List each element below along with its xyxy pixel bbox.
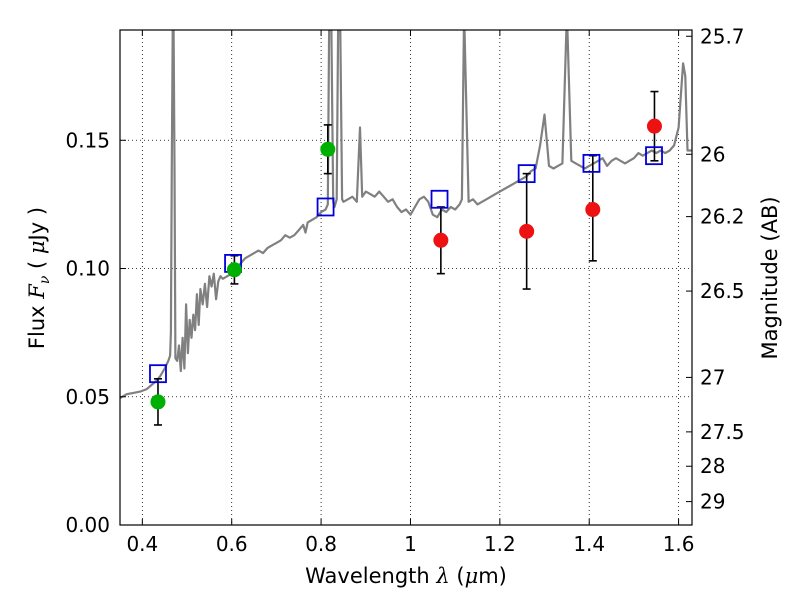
axis-ticks: 0.4 0.6 0.8 1 1.2 1.4 1.6 0.00 0.05 0.10 0.15 25.7 2… — [65, 24, 744, 556]
x-tick-label: 1.6 — [663, 532, 695, 556]
y-tick-label: 0.15 — [65, 128, 110, 152]
y-tick-label: 0.00 — [65, 513, 110, 537]
x-tick-label: 1 — [404, 532, 417, 556]
red-photometry-point — [519, 223, 535, 239]
y2-tick-label: 26 — [700, 142, 725, 166]
x-tick-label: 0.4 — [126, 532, 158, 556]
model-photometry-box — [149, 364, 167, 384]
red-photometry-point — [585, 202, 601, 218]
detection-point — [150, 394, 166, 410]
x-axis-label: Wavelength λ (μm) — [305, 564, 507, 588]
plot-background — [120, 30, 692, 525]
red-photometry-point — [646, 118, 662, 134]
y-tick-label: 0.10 — [65, 257, 110, 281]
detection-point — [320, 141, 336, 157]
y-tick-label: 0.05 — [65, 385, 110, 409]
model-photometry-box — [645, 146, 663, 166]
y2-tick-label: 28 — [700, 454, 725, 478]
x-tick-label: 0.6 — [216, 532, 248, 556]
model-photometry-box — [517, 164, 536, 184]
y2-tick-label: 29 — [700, 490, 725, 514]
y2-tick-label: 27.5 — [700, 420, 745, 444]
detection-point — [226, 262, 242, 278]
y-axis-label: Flux Fν ( μJy ) — [25, 207, 53, 349]
x-tick-label: 0.8 — [305, 532, 337, 556]
x-tick-label: 1.2 — [484, 532, 516, 556]
model-spectrum-line — [120, 30, 692, 399]
model-photometry-box — [316, 197, 335, 217]
series-layer — [120, 30, 692, 426]
y2-tick-label: 26.2 — [700, 205, 745, 229]
y2-tick-label: 26.5 — [700, 279, 745, 303]
y2-tick-label: 27 — [700, 365, 725, 389]
plot-frame — [119, 29, 693, 526]
grid-lines — [120, 30, 692, 525]
y2-tick-label: 25.7 — [700, 24, 745, 48]
red-photometry-point — [433, 232, 449, 248]
model-photometry-box — [430, 189, 449, 209]
x-tick-label: 1.4 — [573, 532, 605, 556]
model-photometry-box — [582, 153, 601, 173]
y2-axis-label: Magnitude (AB) — [758, 196, 782, 359]
